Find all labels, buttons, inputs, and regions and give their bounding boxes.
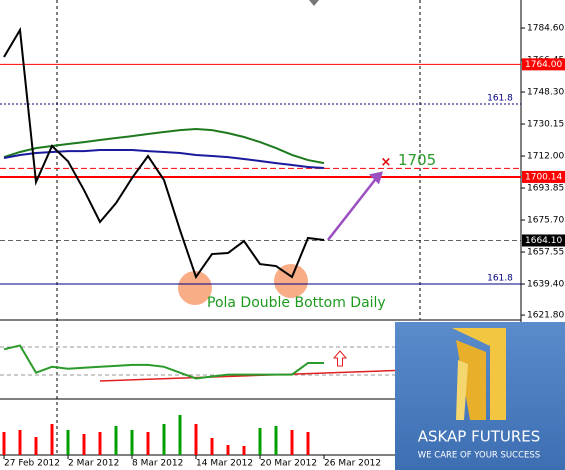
volume-bar <box>130 430 134 455</box>
volume-bar <box>194 424 198 455</box>
logo-tagline: WE CARE OF YOUR SUCCESS <box>418 451 540 461</box>
volume-bar <box>178 415 182 455</box>
y-tick-label: 1639.40 <box>527 280 564 290</box>
price-line <box>3 26 325 280</box>
price-tag-label: 1700.14 <box>525 172 562 182</box>
volume-bar <box>306 432 310 455</box>
x-tick-label: 8 Mar 2012 <box>132 459 183 469</box>
logo-mark <box>456 340 486 420</box>
volume-bar <box>146 432 150 455</box>
bottom-highlight <box>178 271 212 305</box>
volume-bar <box>98 432 102 455</box>
up-arrow <box>332 350 348 367</box>
volume-bar <box>114 426 118 455</box>
volume-bar <box>242 446 246 455</box>
volume-bar <box>66 430 70 455</box>
shift-marker <box>309 0 319 6</box>
volume-bar <box>82 434 86 455</box>
price-tag <box>522 234 565 247</box>
logo-mark <box>452 328 506 420</box>
volume-bar <box>2 432 6 455</box>
price-tag-label: 1664.10 <box>525 236 562 246</box>
price-line <box>3 128 325 165</box>
bottom-highlight <box>274 264 308 298</box>
y-tick-label: 1784.60 <box>527 24 564 34</box>
volume-bar <box>34 437 38 455</box>
y-tick-label: 1730.15 <box>527 120 564 130</box>
volume-bar <box>18 430 22 455</box>
logo: ASKAP FUTURES WE CARE OF YOUR SUCCESS <box>395 322 565 470</box>
projection-arrow <box>327 176 378 241</box>
price-tag-label: 1764.00 <box>525 60 562 70</box>
volume-bar <box>210 438 214 455</box>
logo-name: ASKAP FUTURES <box>418 428 541 446</box>
x-tick-label: 14 Mar 2012 <box>196 459 253 469</box>
y-tick-label: 1693.85 <box>527 184 564 194</box>
x-tick-label: 20 Mar 2012 <box>260 459 317 469</box>
y-tick-label: 1657.55 <box>527 248 564 258</box>
annotation: Pola Double Bottom Daily <box>207 295 386 311</box>
price-tag <box>522 58 565 71</box>
x-tick-label: 26 Mar 2012 <box>324 459 381 469</box>
y-tick-label: 1712.00 <box>527 152 564 162</box>
target-label: 1705 <box>398 151 436 169</box>
volume-bar <box>50 424 54 455</box>
level-label: 161.8 <box>487 274 513 284</box>
x-tick-label: 27 Feb 2012 <box>4 459 60 469</box>
x-tick-label: 2 Mar 2012 <box>68 459 119 469</box>
projection-arrowhead <box>369 171 383 185</box>
volume-bar <box>274 426 278 455</box>
indicator-line <box>3 344 324 380</box>
logo-mark <box>456 360 468 420</box>
y-tick-label: 1748.30 <box>527 88 564 98</box>
price-tag <box>522 170 565 183</box>
volume-bar <box>258 428 262 455</box>
volume-bar <box>162 424 166 455</box>
target-marker: × <box>381 155 392 170</box>
volume-bar <box>226 445 230 455</box>
volume-bar <box>290 430 294 455</box>
y-tick-label: 1675.70 <box>527 216 564 226</box>
y-tick-label: 1621.80 <box>527 311 564 321</box>
level-label: 161.8 <box>487 94 513 104</box>
